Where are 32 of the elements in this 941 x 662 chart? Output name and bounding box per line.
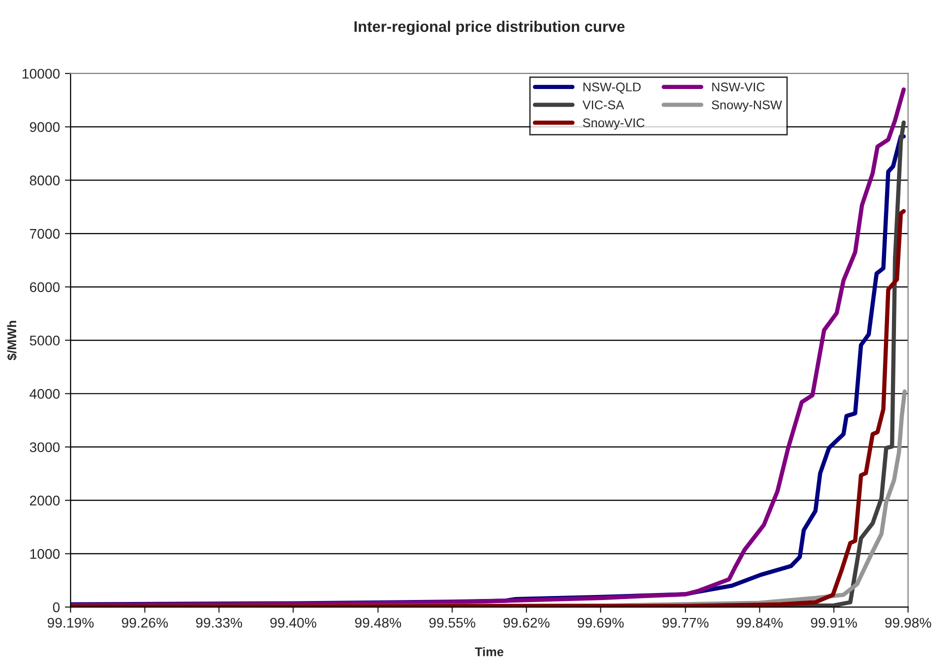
legend-label: NSW-QLD — [583, 82, 641, 94]
x-tick-label: 99.55% — [429, 618, 476, 628]
y-tick-label: 6000 — [30, 282, 60, 292]
legend-label: Snowy-VIC — [583, 118, 644, 130]
y-axis-title: $/MWh — [6, 320, 18, 360]
x-tick-label: 99.48% — [355, 618, 402, 628]
x-tick-label: 99.69% — [578, 618, 624, 628]
x-tick-label: 99.26% — [122, 618, 168, 628]
y-tick-label: 5000 — [30, 336, 60, 346]
chart-title: Inter-regional price distribution curve — [354, 20, 625, 36]
y-tick-label: 1000 — [30, 549, 60, 559]
legend-label: NSW-VIC — [712, 82, 765, 92]
y-tick-label: 8000 — [30, 176, 60, 186]
x-tick-label: 99.19% — [48, 618, 94, 628]
y-tick-label: 9000 — [30, 122, 60, 132]
x-tick-label: 99.62% — [504, 618, 550, 628]
x-axis-title: Time — [474, 647, 504, 656]
x-tick-label: 99.91% — [810, 618, 857, 628]
y-tick-label: 3000 — [30, 442, 60, 452]
line-series — [70, 209, 906, 608]
legend-label: VIC-SA — [582, 100, 624, 110]
x-tick-label: 99.77% — [662, 618, 708, 628]
y-tick-label: 7000 — [30, 228, 60, 239]
x-tick-label: 99.98% — [885, 618, 932, 628]
x-tick-label: 99.33% — [196, 618, 242, 628]
y-tick-label: 2000 — [30, 496, 60, 506]
legend-label: Snowy-NSW — [712, 100, 782, 112]
x-tick-label: 99.84% — [736, 618, 783, 628]
y-tick-label: 0 — [52, 602, 60, 612]
x-tick-label: 99.40% — [270, 618, 316, 628]
y-tick-label: 4000 — [30, 388, 60, 399]
y-tick-label: 10000 — [22, 68, 60, 79]
